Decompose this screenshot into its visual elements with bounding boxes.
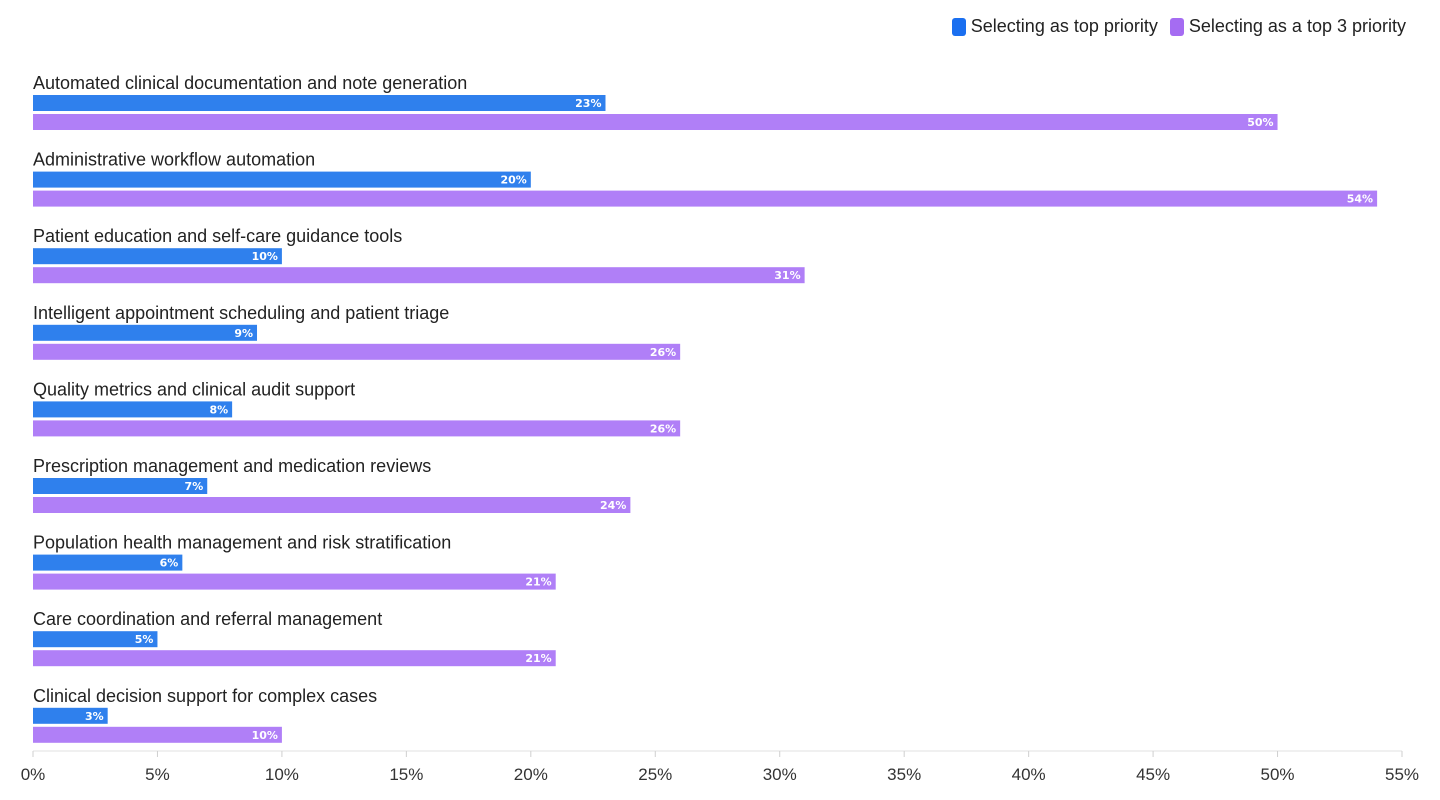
bar-top3-priority[interactable]	[33, 726, 282, 743]
data-label-top3-priority: 21%	[525, 576, 551, 589]
x-tick-label: 20%	[514, 765, 548, 784]
bar-top-priority[interactable]	[33, 95, 606, 111]
category-label: Prescription management and medication r…	[33, 456, 431, 476]
category-label: Patient education and self-care guidance…	[33, 226, 402, 246]
category-label: Clinical decision support for complex ca…	[33, 686, 377, 706]
bar-top3-priority[interactable]	[33, 114, 1278, 130]
category-group: Prescription management and medication r…	[33, 456, 631, 513]
category-group: Automated clinical documentation and not…	[33, 73, 1278, 130]
x-tick-label: 35%	[887, 765, 921, 784]
x-tick-label: 40%	[1012, 765, 1046, 784]
bar-top-priority[interactable]	[33, 707, 108, 724]
x-tick-label: 30%	[763, 765, 797, 784]
category-label: Care coordination and referral managemen…	[33, 609, 382, 629]
legend: Selecting as top priority Selecting as a…	[951, 16, 1406, 37]
data-label-top3-priority: 26%	[650, 422, 676, 435]
data-label-top-priority: 3%	[85, 710, 104, 723]
data-label-top3-priority: 50%	[1247, 116, 1273, 129]
data-label-top3-priority: 26%	[650, 346, 676, 359]
legend-item-top-priority[interactable]: Selecting as top priority	[951, 16, 1158, 37]
category-group: Clinical decision support for complex ca…	[33, 686, 377, 743]
data-label-top-priority: 8%	[209, 403, 228, 416]
data-label-top-priority: 10%	[252, 250, 278, 263]
data-label-top-priority: 20%	[500, 174, 526, 187]
data-label-top3-priority: 21%	[525, 652, 551, 665]
category-group: Population health management and risk st…	[33, 533, 556, 590]
x-tick-label: 5%	[145, 765, 170, 784]
category-group: Administrative workflow automation 20% 54%	[33, 150, 1378, 207]
bar-top-priority[interactable]	[33, 248, 282, 265]
data-label-top3-priority: 10%	[252, 729, 278, 742]
x-tick-label: 55%	[1385, 765, 1419, 784]
bar-top3-priority[interactable]	[33, 420, 681, 437]
legend-swatch-top-priority	[951, 17, 966, 36]
data-label-top3-priority: 31%	[774, 269, 800, 282]
data-label-top-priority: 9%	[234, 327, 253, 340]
data-label-top3-priority: 54%	[1347, 193, 1373, 206]
category-group: Care coordination and referral managemen…	[33, 609, 556, 667]
category-group: Patient education and self-care guidance…	[33, 226, 805, 284]
category-group: Intelligent appointment scheduling and p…	[33, 303, 681, 360]
bar-top-priority[interactable]	[33, 554, 183, 571]
legend-label-top3-priority: Selecting as a top 3 priority	[1188, 16, 1406, 36]
legend-item-top3-priority[interactable]: Selecting as a top 3 priority	[1169, 16, 1406, 37]
legend-label-top-priority: Selecting as top priority	[970, 16, 1158, 36]
data-label-top-priority: 6%	[160, 557, 179, 570]
x-tick-label: 45%	[1136, 765, 1170, 784]
bar-top3-priority[interactable]	[33, 343, 681, 360]
bar-top-priority[interactable]	[33, 171, 531, 188]
x-tick-label: 0%	[21, 765, 46, 784]
x-tick-label: 15%	[389, 765, 423, 784]
data-label-top-priority: 5%	[135, 633, 154, 646]
x-tick-label: 25%	[638, 765, 672, 784]
category-label: Automated clinical documentation and not…	[33, 73, 467, 93]
bar-top3-priority[interactable]	[33, 267, 805, 284]
category-group: Quality metrics and clinical audit suppo…	[33, 379, 681, 437]
x-tick-label: 10%	[265, 765, 299, 784]
bar-top-priority[interactable]	[33, 631, 158, 648]
category-label: Population health management and risk st…	[33, 533, 451, 553]
data-label-top-priority: 23%	[575, 97, 601, 110]
data-label-top-priority: 7%	[185, 480, 204, 493]
bar-top3-priority[interactable]	[33, 190, 1378, 207]
bar-top-priority[interactable]	[33, 401, 233, 418]
category-label: Intelligent appointment scheduling and p…	[33, 303, 449, 323]
bar-top-priority[interactable]	[33, 478, 208, 494]
category-label: Administrative workflow automation	[33, 150, 315, 170]
bar-top-priority[interactable]	[33, 324, 258, 341]
data-label-top3-priority: 24%	[600, 499, 626, 512]
legend-swatch-top3-priority	[1169, 17, 1184, 36]
bar-top3-priority[interactable]	[33, 497, 631, 513]
x-tick-label: 50%	[1261, 765, 1295, 784]
category-label: Quality metrics and clinical audit suppo…	[33, 379, 355, 399]
bar-top3-priority[interactable]	[33, 573, 556, 590]
bar-top3-priority[interactable]	[33, 650, 556, 667]
